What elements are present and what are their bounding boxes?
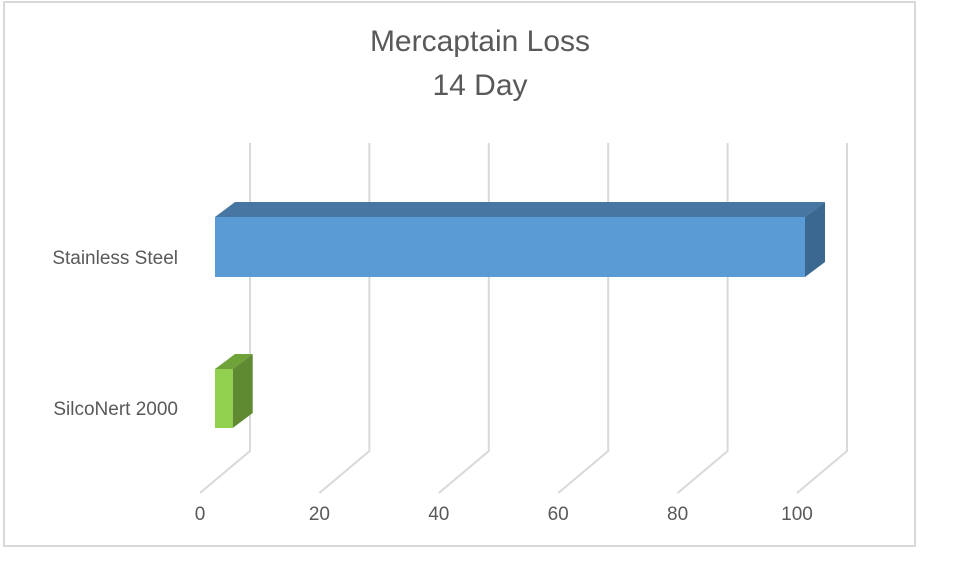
chart-title: Mercaptain Loss xyxy=(369,25,591,58)
bar-stainless-steel xyxy=(215,202,825,277)
x-tick-label: 40 xyxy=(428,504,450,525)
bar-side-face xyxy=(232,354,253,428)
bar-silconert-2000 xyxy=(215,354,253,428)
gridlines xyxy=(199,143,848,494)
bar-top-face xyxy=(215,202,825,217)
bar-side-face xyxy=(805,202,825,277)
category-label-silconert-2000: SilcoNert 2000 xyxy=(53,399,178,420)
gridline xyxy=(676,143,729,494)
x-tick-label: 60 xyxy=(547,504,569,525)
chart-subtitle: 14 Day xyxy=(432,69,528,102)
x-tick-label: 80 xyxy=(667,504,689,525)
bar-top-face xyxy=(215,354,253,369)
category-label-stainless-steel: Stainless Steel xyxy=(52,248,178,269)
x-tick-label: 100 xyxy=(781,504,813,525)
x-tick-label: 20 xyxy=(308,504,330,525)
gridline xyxy=(557,143,610,494)
bar-front-face xyxy=(215,369,233,428)
bar-front-face xyxy=(215,217,805,277)
gridline xyxy=(318,143,371,494)
gridline xyxy=(199,143,251,494)
gridline xyxy=(796,143,848,494)
bars xyxy=(215,202,825,428)
x-tick-label: 0 xyxy=(194,504,206,525)
gridline xyxy=(438,143,490,494)
